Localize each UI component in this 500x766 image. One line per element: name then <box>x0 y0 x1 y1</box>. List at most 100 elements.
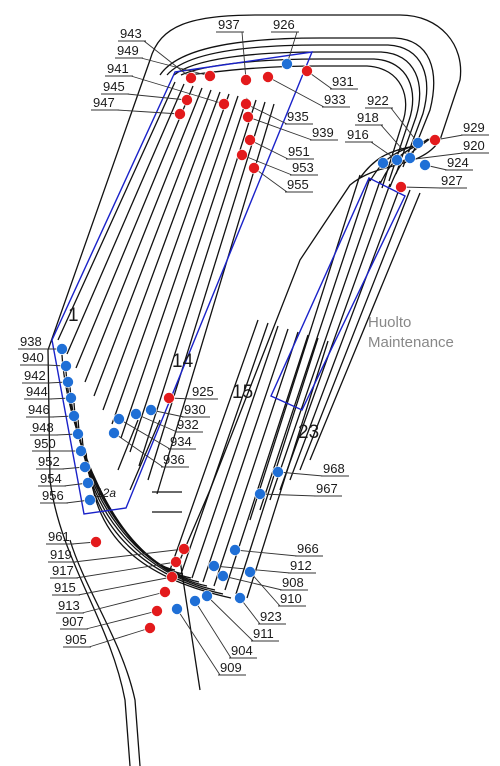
signal-933-icon[interactable] <box>262 71 274 83</box>
signal-952-icon[interactable] <box>79 461 91 473</box>
signal-968-icon[interactable] <box>272 466 284 478</box>
signal-937-icon[interactable] <box>240 74 252 86</box>
signal-938-icon[interactable] <box>56 343 68 355</box>
signal-934-icon[interactable] <box>113 413 125 425</box>
signal-label-942: 942 <box>24 368 46 383</box>
siding-track <box>259 177 371 511</box>
signal-920-icon[interactable] <box>377 157 389 169</box>
signal-927-icon[interactable] <box>395 181 407 193</box>
signal-936-icon[interactable] <box>108 427 120 439</box>
signal-label-917: 917 <box>52 563 74 578</box>
leader-932 <box>135 413 178 433</box>
signal-919-icon[interactable] <box>178 543 190 555</box>
signal-944-icon[interactable] <box>65 392 77 404</box>
signal-label-929: 929 <box>463 120 485 135</box>
signal-949-icon[interactable] <box>204 70 216 82</box>
signal-label-922: 922 <box>367 93 389 108</box>
signal-917-icon[interactable] <box>170 556 182 568</box>
signal-label-944: 944 <box>26 384 48 399</box>
leader-939 <box>247 116 313 141</box>
siding-track <box>93 89 212 397</box>
signal-label-952: 952 <box>38 454 60 469</box>
signal-label-934: 934 <box>170 434 192 449</box>
siding-track <box>279 183 391 491</box>
signal-943-icon[interactable] <box>185 72 197 84</box>
track-12a-label: 12a <box>96 486 116 500</box>
signals <box>56 58 441 634</box>
signal-label-926: 926 <box>273 17 295 32</box>
signal-label-924: 924 <box>447 155 469 170</box>
signal-910-icon[interactable] <box>244 566 256 578</box>
signal-961-icon[interactable] <box>90 536 102 548</box>
signal-953-icon[interactable] <box>236 149 248 161</box>
signal-label-915: 915 <box>54 580 76 595</box>
signal-931-icon[interactable] <box>301 65 313 77</box>
signal-922-icon[interactable] <box>412 137 424 149</box>
track-14-label: 14 <box>172 351 194 372</box>
signal-941-icon[interactable] <box>218 98 230 110</box>
signal-923-icon[interactable] <box>234 592 246 604</box>
signal-label-907: 907 <box>62 614 84 629</box>
signal-946-icon[interactable] <box>68 410 80 422</box>
signal-908-icon[interactable] <box>217 570 229 582</box>
signal-label-904: 904 <box>231 643 253 658</box>
signal-label-956: 956 <box>42 488 64 503</box>
signal-966-icon[interactable] <box>229 544 241 556</box>
loop-track <box>179 139 441 691</box>
signal-932-icon[interactable] <box>130 408 142 420</box>
signal-label-931: 931 <box>332 74 354 89</box>
signal-967-icon[interactable] <box>254 488 266 500</box>
signal-label-961: 961 <box>48 529 70 544</box>
signal-label-949: 949 <box>117 43 139 58</box>
leader-949 <box>140 57 211 77</box>
signal-911-icon[interactable] <box>201 590 213 602</box>
signal-907-icon[interactable] <box>151 605 163 617</box>
signal-label-910: 910 <box>280 591 302 606</box>
signal-950-icon[interactable] <box>75 445 87 457</box>
return-loop-track <box>173 51 421 175</box>
signal-905-icon[interactable] <box>144 622 156 634</box>
signal-915-icon[interactable] <box>166 571 178 583</box>
signal-954-icon[interactable] <box>82 477 94 489</box>
leader-917 <box>75 561 177 579</box>
signal-947-icon[interactable] <box>174 108 186 120</box>
signal-925-icon[interactable] <box>163 392 175 404</box>
signal-939-icon[interactable] <box>242 111 254 123</box>
siding-track <box>289 186 401 481</box>
siding-track <box>191 325 279 579</box>
maintenance-outline-right <box>270 177 406 411</box>
signal-918-icon[interactable] <box>404 152 416 164</box>
signal-916-icon[interactable] <box>391 154 403 166</box>
signal-904-icon[interactable] <box>189 595 201 607</box>
signal-label-920: 920 <box>463 138 485 153</box>
signal-label-925: 925 <box>192 384 214 399</box>
tracks <box>47 14 462 766</box>
signal-942-icon[interactable] <box>62 376 74 388</box>
return-loop-track <box>166 44 428 168</box>
signal-label-950: 950 <box>34 436 56 451</box>
signal-935-icon[interactable] <box>240 98 252 110</box>
signal-912-icon[interactable] <box>208 560 220 572</box>
area-label-fi: Huolto <box>368 314 411 331</box>
leader-968 <box>277 471 324 477</box>
signal-930-icon[interactable] <box>145 404 157 416</box>
signal-label-932: 932 <box>177 417 199 432</box>
loop-track <box>69 539 141 766</box>
signal-956-icon[interactable] <box>84 494 96 506</box>
signal-929-icon[interactable] <box>429 134 441 146</box>
signal-924-icon[interactable] <box>419 159 431 171</box>
signal-948-icon[interactable] <box>72 428 84 440</box>
lead-track <box>61 354 176 571</box>
signal-909-icon[interactable] <box>171 603 183 615</box>
leader-937 <box>241 31 247 81</box>
signal-945-icon[interactable] <box>181 94 193 106</box>
signal-955-icon[interactable] <box>248 162 260 174</box>
signal-label-927: 927 <box>441 173 463 188</box>
leader-955 <box>253 167 288 193</box>
signal-label-937: 937 <box>218 17 240 32</box>
signal-913-icon[interactable] <box>159 586 171 598</box>
signal-926-icon[interactable] <box>281 58 293 70</box>
signal-951-icon[interactable] <box>244 134 256 146</box>
signal-940-icon[interactable] <box>60 360 72 372</box>
